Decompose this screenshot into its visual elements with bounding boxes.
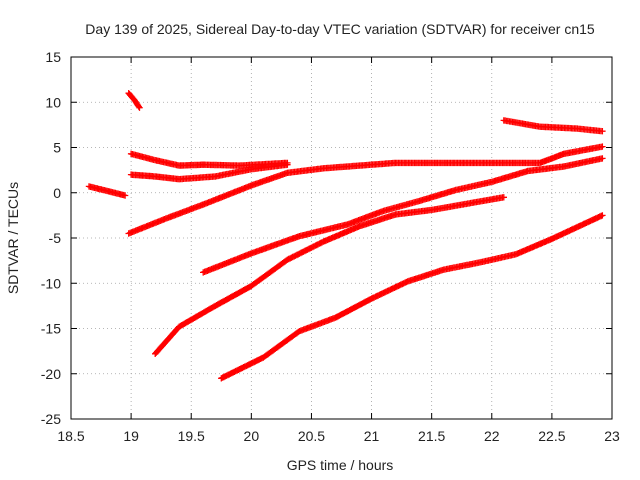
series-arc-8 xyxy=(200,155,606,276)
series-arc-5 xyxy=(125,90,143,111)
series-markers xyxy=(152,194,507,357)
series-arc-1 xyxy=(127,150,207,169)
y-tick-label: 5 xyxy=(53,140,61,156)
series-markers xyxy=(218,212,606,382)
x-tick-label: 21 xyxy=(364,428,380,444)
series-arc-3 xyxy=(127,161,291,183)
series-markers xyxy=(127,161,291,183)
series-arc-4 xyxy=(85,183,129,199)
x-tick-label: 22.5 xyxy=(538,428,565,444)
x-tick-label: 18.5 xyxy=(57,428,84,444)
y-tick-label: 15 xyxy=(45,49,61,65)
series-markers xyxy=(85,183,129,199)
x-tick-label: 19.5 xyxy=(178,428,205,444)
y-axis-label: SDTVAR / TECUs xyxy=(5,182,21,294)
x-tick-label: 20.5 xyxy=(298,428,325,444)
y-tick-label: -20 xyxy=(41,366,61,382)
series-arc-9 xyxy=(152,194,507,357)
series-markers xyxy=(125,143,606,237)
series-markers xyxy=(125,90,143,111)
y-tick-label: -10 xyxy=(41,275,61,291)
x-tick-label: 20 xyxy=(244,428,260,444)
x-tick-label: 19 xyxy=(123,428,139,444)
x-tick-label: 22 xyxy=(484,428,500,444)
series-markers xyxy=(200,155,606,276)
axis-ticks: 18.5 19 19.5 20 20.5 21 21.5 22 22.5 23 -25 -20 -15 -… xyxy=(41,49,620,444)
series-arc-10 xyxy=(218,212,606,382)
data-series xyxy=(85,90,606,382)
x-tick-label: 21.5 xyxy=(418,428,445,444)
series-arc-6 xyxy=(500,117,606,135)
chart-title: Day 139 of 2025, Sidereal Day-to-day VTE… xyxy=(85,21,595,37)
plot-frame xyxy=(70,56,613,420)
series-markers xyxy=(127,150,207,169)
grid-lines xyxy=(71,57,612,419)
series-markers xyxy=(500,117,606,135)
y-tick-label: -25 xyxy=(41,411,61,427)
series-arc-7 xyxy=(125,143,606,237)
x-axis-label: GPS time / hours xyxy=(287,457,394,473)
x-tick-label: 23 xyxy=(604,428,620,444)
y-tick-label: -5 xyxy=(49,230,62,246)
y-tick-label: -15 xyxy=(41,321,61,337)
y-tick-label: 10 xyxy=(45,94,61,110)
y-tick-label: 0 xyxy=(53,185,61,201)
